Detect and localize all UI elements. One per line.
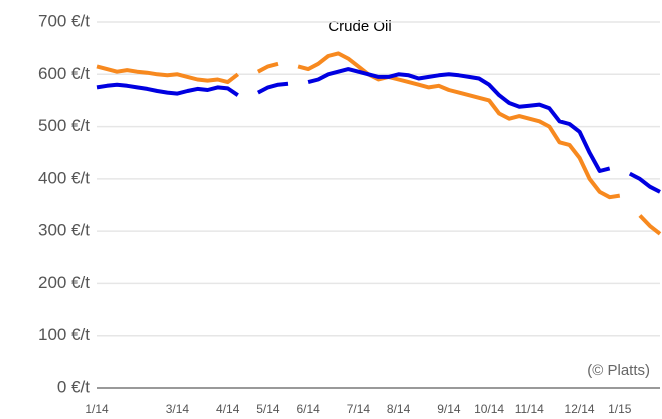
x-tick-label: 1/15	[608, 402, 632, 416]
x-tick-label: 5/14	[256, 402, 280, 416]
x-tick-label: 7/14	[347, 402, 371, 416]
y-tick-label: 600 €/t	[38, 64, 90, 83]
x-tick-label: 11/14	[515, 402, 544, 416]
x-tick-label: 12/14	[565, 402, 595, 416]
y-tick-label: 500 €/t	[38, 116, 90, 135]
line-series	[96, 51, 662, 236]
annotation: (© Platts)	[587, 362, 650, 379]
x-tick-label: 4/14	[216, 402, 240, 416]
x-tick-label: 9/14	[437, 402, 461, 416]
y-tick-label: 300 €/t	[38, 221, 90, 240]
y-tick-label: 400 €/t	[38, 168, 90, 187]
line-series	[96, 67, 661, 194]
y-tick-label: 700 €/t	[38, 11, 90, 30]
y-tick-label: 100 €/t	[38, 325, 90, 344]
chart-title: Crude Oil	[328, 18, 391, 35]
x-tick-label: 1/14	[85, 402, 109, 416]
x-tick-label: 10/14	[474, 402, 504, 416]
x-tick-label: 6/14	[296, 402, 320, 416]
y-tick-label: 200 €/t	[38, 273, 90, 292]
x-tick-label: 8/14	[387, 402, 411, 416]
x-tick-label: 3/14	[166, 402, 190, 416]
y-tick-label: 0 €/t	[57, 377, 90, 396]
